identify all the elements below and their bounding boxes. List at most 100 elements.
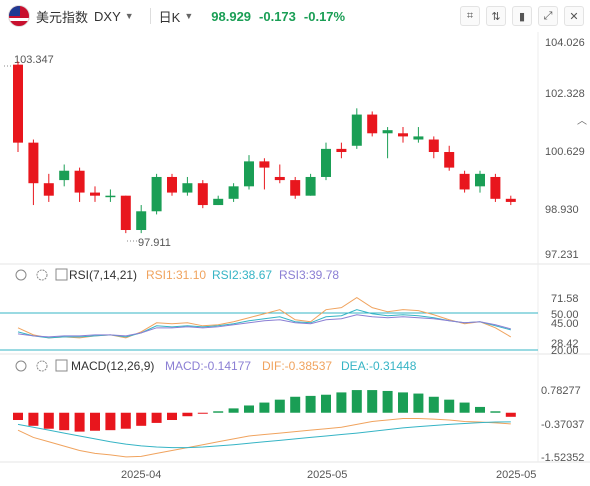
candle-body[interactable]	[351, 114, 362, 146]
rsi3-value: RSI3:39.78	[279, 268, 339, 282]
candle-body[interactable]	[444, 152, 455, 168]
candle-body[interactable]	[505, 198, 516, 202]
macd-histogram-bar	[259, 402, 270, 413]
fullscreen-icon[interactable]: ⤢	[538, 6, 558, 26]
chevron-down-icon[interactable]: ▼	[124, 11, 134, 21]
dif-line	[17, 418, 511, 458]
candle-body[interactable]	[244, 161, 254, 187]
macd-histogram-bar	[274, 399, 285, 413]
candle-body[interactable]	[274, 176, 285, 181]
rsi-axis-label: 45.00	[551, 318, 579, 330]
price-axis-label: 102.328	[545, 88, 585, 100]
candle-body[interactable]	[59, 170, 70, 181]
candle-body[interactable]	[105, 195, 116, 198]
candle-body[interactable]	[228, 186, 239, 199]
rsi-legend: RSI(7,14,21) RSI1:31.10 RSI2:38.67 RSI3:…	[15, 268, 339, 282]
candle-body[interactable]	[167, 176, 177, 193]
candle-body[interactable]	[321, 148, 331, 177]
close-icon[interactable]: ✕	[564, 6, 584, 26]
x-axis-label: 2025-05	[307, 469, 347, 481]
candle-body[interactable]	[475, 173, 485, 187]
chevron-up-icon[interactable]: ︿	[577, 116, 587, 127]
dea-value: DEA:-0.31448	[341, 359, 417, 373]
candle-body[interactable]	[28, 142, 39, 184]
macd-legend: MACD(12,26,9) MACD:-0.14177 DIF:-0.38537…	[15, 359, 417, 373]
candle-body[interactable]	[213, 198, 224, 206]
macd-histogram-bar	[459, 402, 470, 413]
macd-histogram-bar	[59, 412, 70, 431]
chart-header: 美元指数 DXY ▼ 日K ▼ 98.929 -0.173 -0.17% ⌗ ⇅…	[0, 0, 590, 32]
macd-histogram-bar	[105, 412, 116, 431]
rsi1-line	[17, 296, 512, 339]
eye-icon[interactable]	[15, 269, 27, 281]
macd-histogram-bar	[336, 392, 347, 413]
candle-body[interactable]	[336, 148, 347, 153]
rsi-axis-label: 20.00	[551, 345, 579, 357]
macd-axis-label: 0.78277	[541, 385, 581, 397]
candle-body[interactable]	[305, 176, 316, 196]
rsi1-value: RSI1:31.10	[146, 268, 206, 282]
symbol-code[interactable]: DXY	[94, 8, 121, 24]
dif-value: DIF:-0.38537	[262, 359, 332, 373]
macd-histogram-bar	[136, 412, 147, 426]
rsi-axis-label: 28.42	[551, 338, 579, 350]
candle-body[interactable]	[398, 133, 408, 137]
gear-icon[interactable]	[36, 360, 48, 372]
candlestick-series	[13, 61, 516, 234]
macd-histogram-bar	[167, 412, 177, 421]
macd-histogram-bar	[367, 390, 378, 413]
indicator-box-icon[interactable]	[55, 268, 68, 281]
x-axis-label: 2025-05	[496, 469, 536, 481]
candle-body[interactable]	[13, 64, 23, 143]
candle-body[interactable]	[382, 130, 393, 134]
macd-histogram-bar	[43, 412, 54, 429]
candle-body[interactable]	[197, 183, 208, 206]
eye-icon[interactable]	[15, 360, 27, 372]
candle-style-icon[interactable]: ▮	[512, 6, 532, 26]
macd-histogram-bar	[182, 412, 193, 417]
indicator-icon[interactable]: ⌗	[460, 6, 480, 26]
macd-histogram-bar	[197, 412, 208, 414]
candle-body[interactable]	[413, 136, 424, 140]
macd-histogram-bar	[244, 405, 254, 413]
candle-body[interactable]	[182, 183, 193, 193]
macd-histogram-bar	[90, 412, 100, 431]
candle-body[interactable]	[74, 170, 85, 193]
macd-histogram-bar	[120, 412, 131, 429]
macd-histogram-bar	[475, 406, 485, 413]
candle-body[interactable]	[151, 176, 162, 212]
macd-histogram-bar	[321, 394, 331, 413]
macd-histogram-bar	[505, 412, 516, 417]
macd-value: MACD:-0.14177	[165, 359, 251, 373]
rsi2-line	[17, 309, 511, 339]
macd-histogram-bar	[382, 390, 393, 413]
candle-body[interactable]	[459, 173, 470, 190]
indicator-box-icon[interactable]	[55, 359, 68, 372]
rsi2-value: RSI2:38.67	[212, 268, 272, 282]
gear-icon[interactable]	[36, 269, 48, 281]
us-flag-icon	[8, 5, 30, 27]
candle-body[interactable]	[136, 211, 147, 231]
candle-body[interactable]	[90, 192, 100, 196]
rsi-lines	[17, 296, 512, 339]
macd-histogram-bar	[413, 393, 424, 413]
symbol-name[interactable]: 美元指数	[36, 9, 89, 25]
candle-body[interactable]	[43, 183, 54, 196]
candle-body[interactable]	[367, 114, 378, 134]
candle-body[interactable]	[290, 180, 301, 196]
macd-series	[13, 390, 516, 458]
timeframe-selector[interactable]: 日K	[158, 9, 181, 25]
high-price-label: 103.347	[14, 54, 54, 66]
rsi-axis-label: 71.58	[551, 293, 579, 305]
header-divider	[149, 8, 151, 24]
last-price: 98.929	[211, 8, 252, 24]
macd-histogram-bar	[428, 396, 439, 413]
compare-icon[interactable]: ⇅	[486, 6, 506, 26]
candle-body[interactable]	[259, 161, 270, 168]
price-axis-label: 104.026	[545, 37, 585, 49]
candle-body[interactable]	[428, 139, 439, 153]
candle-body[interactable]	[490, 176, 501, 199]
timeframe-chevron-icon[interactable]: ▼	[184, 11, 194, 21]
candle-body[interactable]	[120, 195, 131, 231]
